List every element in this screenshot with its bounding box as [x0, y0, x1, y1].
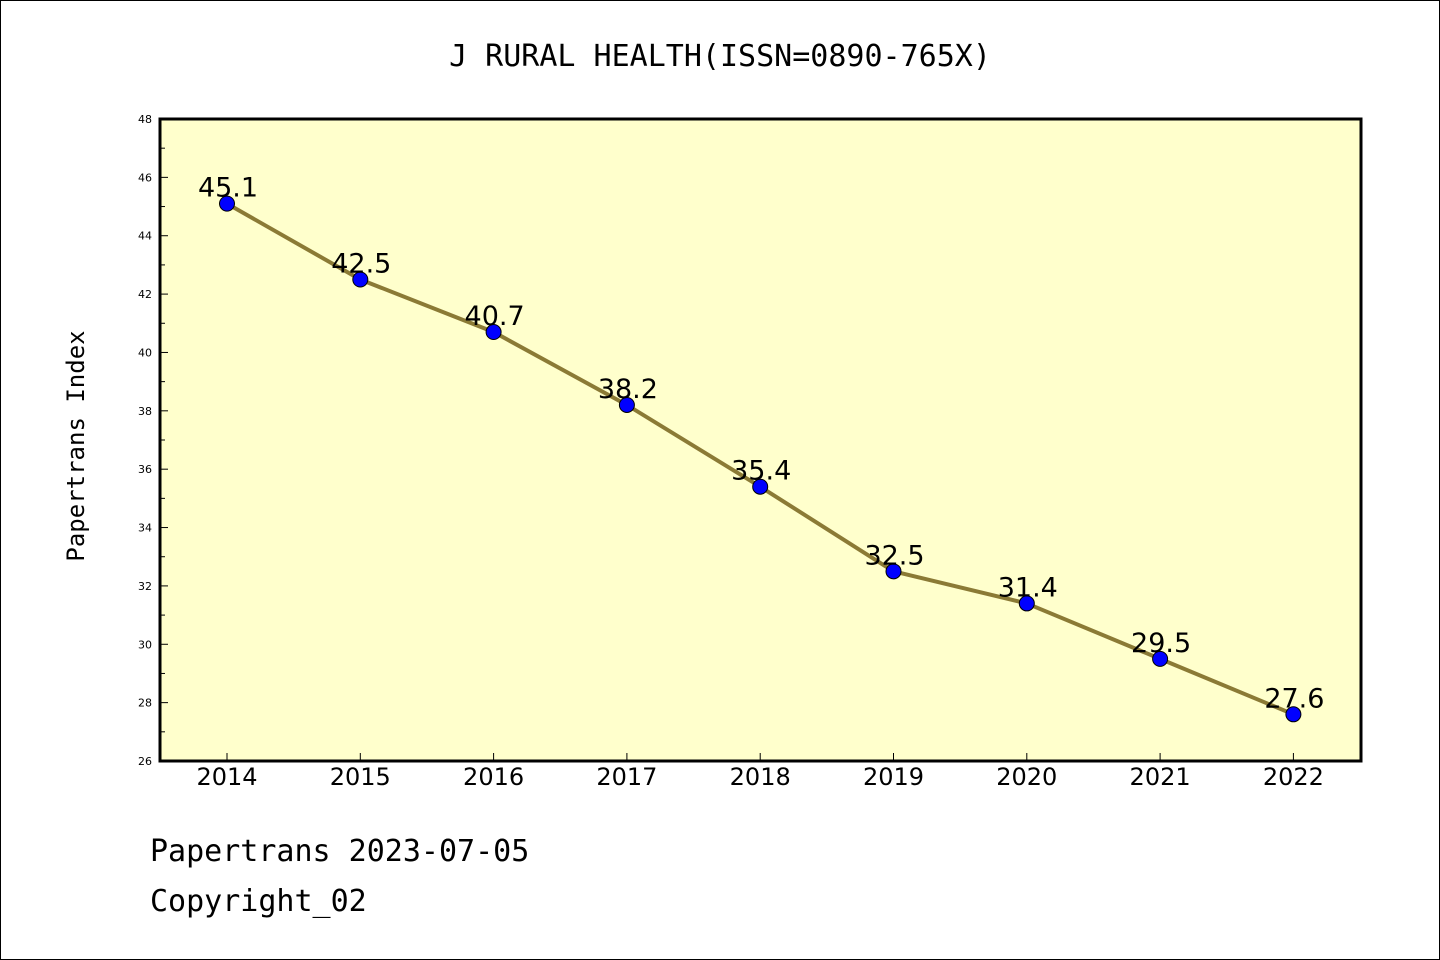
x-tick-label: 2015 [330, 763, 391, 791]
data-point-marker [885, 563, 902, 580]
footer-copyright-text: Copyright_02 [150, 884, 367, 919]
y-tick-label: 48 [138, 113, 152, 126]
y-tick-label: 30 [138, 638, 152, 651]
data-label: 45.1 [198, 173, 258, 204]
data-label: 40.7 [465, 301, 525, 332]
data-label: 27.6 [1264, 683, 1324, 714]
x-tick-label: 2019 [863, 763, 924, 791]
y-tick-label: 40 [138, 346, 152, 359]
series-group: 45.1 42.5 40.7 38.2 35.4 32.5 31.4 29.5 27.6 [198, 173, 1324, 723]
y-tick-label: 34 [138, 522, 152, 535]
x-tick-label: 2017 [596, 763, 657, 791]
y-tick-label: 46 [138, 171, 152, 184]
x-axis: 2014 2015 2016 2017 2018 2019 2020 2021 2022 [196, 753, 1324, 791]
data-label: 42.5 [331, 249, 391, 280]
plot-area [158, 117, 1363, 763]
footer-date-text: Papertrans 2023-07-05 [150, 834, 530, 869]
x-tick-label: 2018 [730, 763, 791, 791]
y-tick-label: 42 [138, 288, 152, 301]
x-tick-label: 2021 [1130, 763, 1191, 791]
y-tick-label: 38 [138, 405, 152, 418]
data-point-marker [1152, 650, 1169, 667]
y-tick-label: 28 [138, 697, 152, 710]
data-point-marker [352, 271, 369, 288]
data-point-marker [1018, 595, 1035, 612]
x-tick-label: 2016 [463, 763, 524, 791]
data-label: 31.4 [998, 572, 1058, 603]
x-tick-label: 2014 [196, 763, 257, 791]
chart-title: J RURAL HEALTH(ISSN=0890-765X) [449, 39, 991, 74]
y-tick-label: 32 [138, 580, 152, 593]
data-point-marker [485, 324, 502, 341]
y-tick-label: 26 [138, 755, 152, 768]
data-label: 29.5 [1131, 628, 1191, 659]
y-axis: 26 28 30 32 34 36 38 40 42 44 46 48 [138, 113, 168, 768]
data-point-marker [618, 396, 635, 413]
x-tick-label: 2020 [996, 763, 1057, 791]
x-tick-label: 2022 [1263, 763, 1324, 791]
y-tick-label: 36 [138, 463, 152, 476]
data-point-marker [219, 195, 235, 212]
data-label: 32.5 [864, 540, 924, 571]
y-axis-label: Papertrans Index [62, 330, 90, 561]
data-label: 38.2 [598, 374, 658, 405]
data-point-marker [752, 478, 769, 495]
data-label: 35.4 [731, 456, 791, 487]
y-tick-label: 44 [138, 230, 152, 243]
data-point-marker [1285, 706, 1302, 723]
